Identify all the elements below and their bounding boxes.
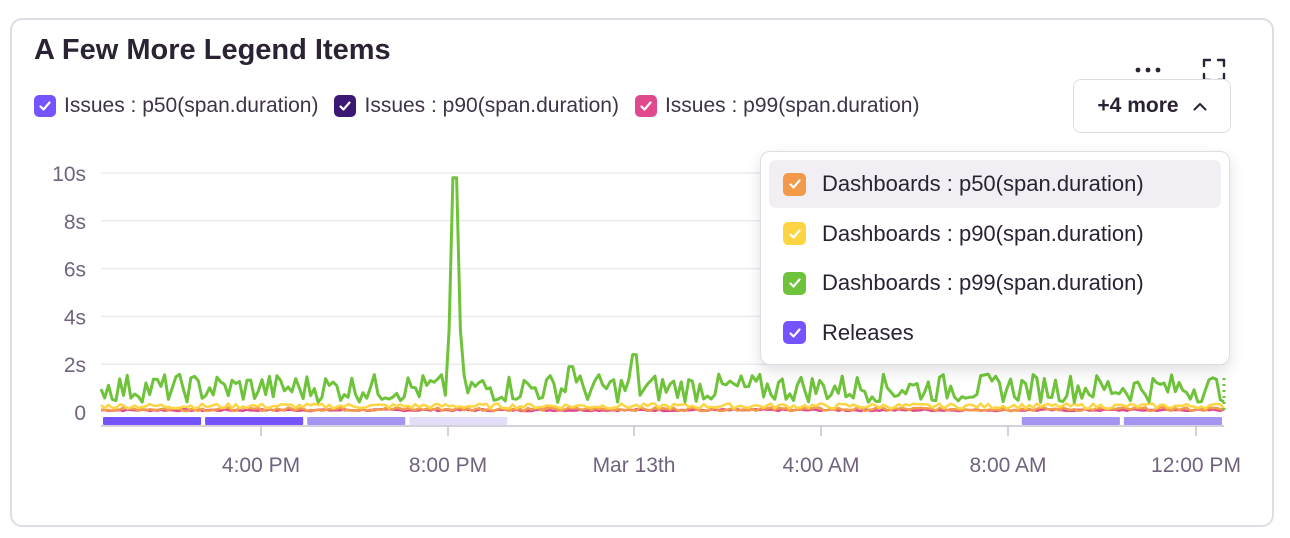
- checkbox-icon[interactable]: [783, 172, 806, 196]
- dropdown-item-dashboards-p50[interactable]: Dashboards : p50(span.duration): [769, 160, 1221, 208]
- more-legend-button[interactable]: +4 more: [1073, 79, 1231, 133]
- checkbox-icon[interactable]: [34, 95, 56, 117]
- legend-label: Issues : p50(span.duration): [64, 94, 319, 117]
- x-tick-label: 12:00 PM: [1151, 454, 1241, 477]
- ellipsis-menu-button[interactable]: [1131, 53, 1165, 87]
- dropdown-item-dashboards-p99[interactable]: Dashboards : p99(span.duration): [769, 259, 1221, 307]
- widget-title: A Few More Legend Items: [34, 34, 391, 66]
- dropdown-item-label: Releases: [822, 319, 914, 345]
- legend-item-issues-p50[interactable]: Issues : p50(span.duration): [34, 94, 318, 118]
- release-marker[interactable]: [511, 417, 610, 425]
- y-tick-label: 2s: [64, 354, 86, 377]
- y-tick-label: 10s: [52, 163, 86, 186]
- y-tick-label: 8s: [64, 211, 86, 234]
- dropdown-item-releases[interactable]: Releases: [769, 309, 1221, 357]
- release-marker[interactable]: [307, 417, 406, 425]
- checkbox-icon[interactable]: [783, 222, 806, 245]
- x-tick-label: Mar 13th: [593, 454, 676, 477]
- dropdown-item-label: Dashboards : p50(span.duration): [822, 171, 1144, 196]
- series-line: [100, 402, 1225, 410]
- checkbox-icon[interactable]: [783, 271, 806, 295]
- dropdown-item-dashboards-p90[interactable]: Dashboards : p90(span.duration): [769, 210, 1221, 258]
- x-tick-label: 4:00 PM: [222, 454, 300, 477]
- ellipsis-icon: [1135, 67, 1161, 73]
- legend-label: Issues : p90(span.duration): [364, 94, 619, 117]
- checkbox-icon[interactable]: [783, 321, 806, 344]
- legend-dropdown-menu: Dashboards : p50(span.duration) Dashboar…: [760, 151, 1230, 365]
- x-tick-label: 8:00 PM: [409, 454, 487, 477]
- release-marker[interactable]: [613, 417, 712, 425]
- release-marker[interactable]: [205, 417, 304, 425]
- x-tick-label: 4:00 AM: [782, 454, 859, 477]
- checkbox-icon[interactable]: [334, 95, 357, 117]
- series-line: [99, 176, 1225, 404]
- release-marker[interactable]: [1021, 417, 1120, 425]
- y-tick-label: 4s: [64, 306, 86, 329]
- release-marker[interactable]: [103, 417, 202, 425]
- release-marker[interactable]: [817, 417, 916, 425]
- legend-label: Issues : p99(span.duration): [664, 94, 920, 117]
- chart-legend: Issues : p50(span.duration) Issues : p90…: [34, 94, 919, 118]
- dropdown-item-label: Dashboards : p99(span.duration): [822, 270, 1144, 295]
- legend-item-issues-p90[interactable]: Issues : p90(span.duration): [334, 94, 619, 118]
- checkbox-icon[interactable]: [634, 95, 657, 117]
- x-tick-label: 8:00 AM: [969, 454, 1046, 477]
- y-tick-label: 0: [74, 402, 86, 425]
- y-tick-label: 6s: [64, 259, 86, 282]
- release-marker[interactable]: [1123, 417, 1222, 425]
- series-line: [100, 407, 1225, 413]
- dropdown-item-label: Dashboards : p90(span.duration): [822, 220, 1144, 246]
- chevron-up-icon: [1193, 102, 1207, 110]
- release-marker[interactable]: [919, 417, 1018, 425]
- release-marker[interactable]: [715, 417, 814, 425]
- more-legend-label: +4 more: [1097, 94, 1179, 117]
- release-marker[interactable]: [409, 417, 508, 425]
- legend-item-issues-p99[interactable]: Issues : p99(span.duration): [634, 94, 920, 118]
- series-line: [100, 406, 1225, 413]
